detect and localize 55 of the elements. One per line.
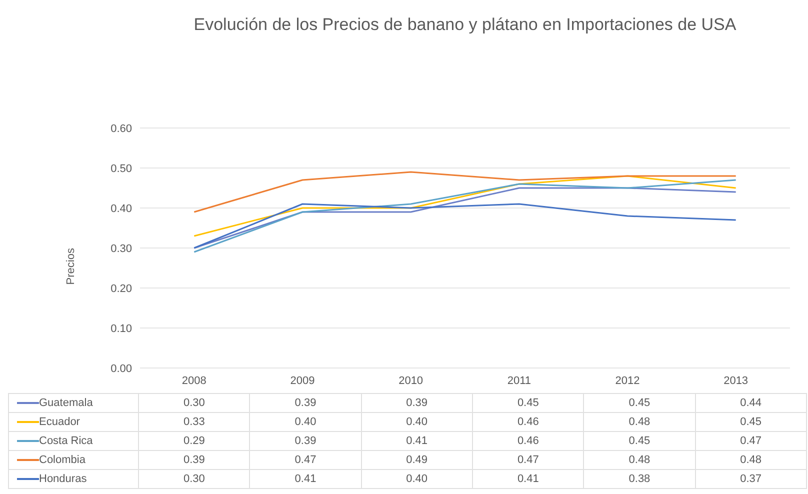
data-label: 0.40: [361, 412, 472, 432]
y-tick-label: 0.60: [110, 122, 132, 135]
x-tick-label: 2013: [724, 374, 748, 387]
data-label: 0.44: [695, 394, 806, 412]
data-label: 0.46: [472, 412, 584, 432]
data-label: 0.30: [138, 394, 250, 412]
y-tick-label: 0.30: [110, 242, 132, 255]
y-tick-label: 0.00: [110, 362, 132, 375]
data-label: 0.45: [584, 394, 696, 412]
data-label: 0.45: [695, 412, 806, 432]
y-axis-title: Precios: [64, 248, 77, 285]
data-label: 0.40: [361, 470, 472, 488]
data-label: 0.38: [584, 470, 696, 488]
data-label: 0.40: [250, 412, 362, 432]
data-label: 0.39: [361, 394, 472, 412]
y-tick-label: 0.50: [110, 162, 132, 175]
x-tick-label: 2011: [507, 374, 531, 387]
data-label: 0.33: [138, 412, 250, 432]
x-tick-label: 2009: [290, 374, 315, 387]
line-series: [193, 203, 737, 249]
x-tick-label: 2008: [182, 374, 206, 387]
data-label: 0.39: [250, 394, 362, 412]
data-label: 0.48: [584, 412, 696, 432]
legend-label: Costa Rica: [39, 435, 93, 447]
data-label: 0.30: [138, 470, 250, 488]
data-label: 0.47: [695, 432, 806, 450]
y-tick-label: 0.10: [110, 322, 132, 335]
data-label: 0.39: [250, 432, 362, 450]
data-label: 0.39: [138, 450, 250, 470]
line-series: [193, 171, 737, 213]
data-label: 0.37: [695, 470, 806, 488]
chart-title: Evolución de los Precios de banano y plátano en Importaciones de USA: [192, 14, 738, 36]
legend-label: Ecuador: [39, 416, 80, 428]
data-label: 0.48: [584, 450, 696, 470]
y-tick-label: 0.20: [110, 282, 132, 295]
legend-label: Guatemala: [39, 397, 93, 409]
data-label: 0.45: [584, 432, 696, 450]
data-label: 0.47: [250, 450, 362, 470]
data-label: 0.41: [361, 432, 472, 450]
legend-label: Honduras: [39, 473, 87, 485]
data-label: 0.41: [250, 470, 362, 488]
line-series: [193, 175, 737, 237]
data-label: 0.45: [472, 394, 584, 412]
line-series: [193, 179, 737, 253]
x-tick-label: 2010: [398, 374, 424, 387]
x-tick-label: 2012: [615, 374, 640, 387]
legend-label: Colombia: [39, 454, 86, 466]
data-label: 0.41: [472, 470, 584, 488]
data-label: 0.46: [472, 432, 584, 450]
data-label: 0.49: [361, 450, 472, 470]
data-label: 0.29: [138, 432, 250, 450]
y-tick-label: 0.40: [110, 202, 132, 215]
data-label: 0.47: [472, 450, 584, 470]
data-label: 0.48: [695, 450, 806, 470]
line-series: [193, 187, 737, 249]
